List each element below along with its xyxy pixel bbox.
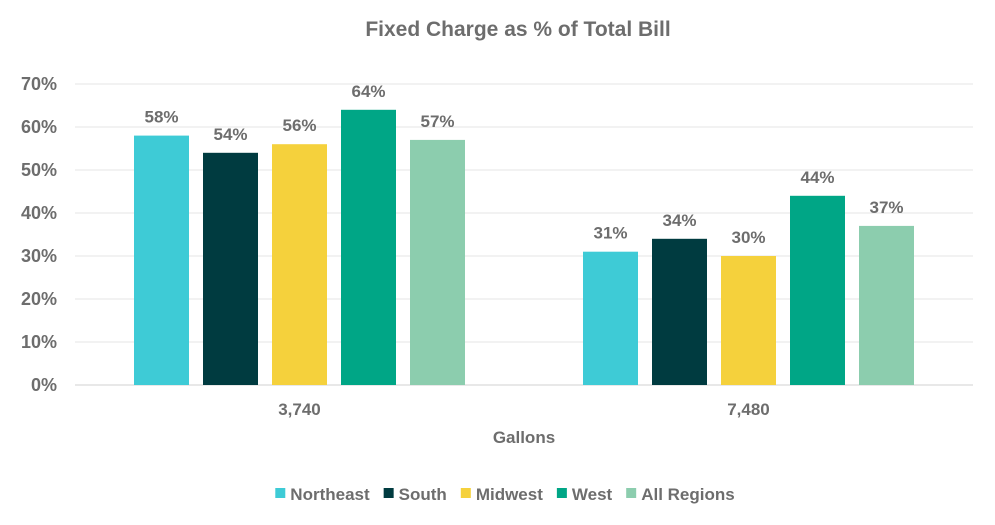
bar-all-regions-1	[410, 139, 465, 385]
data-label: 34%	[662, 211, 696, 230]
legend-swatch	[460, 488, 471, 498]
legend-swatch	[626, 488, 637, 498]
y-tick-label: 10%	[21, 332, 57, 352]
bar-midwest-2	[721, 256, 776, 385]
legend-swatch	[275, 488, 286, 498]
y-tick-label: 60%	[21, 117, 57, 137]
y-tick-label: 20%	[21, 289, 57, 309]
legend-item: All Regions	[626, 485, 735, 504]
y-tick-label: 40%	[21, 203, 57, 223]
bar-northeast-1	[134, 135, 189, 385]
x-axis-label: Gallons	[493, 428, 555, 447]
data-labels: 58% 54% 56% 64% 57% 31% 34% 30% 44% 37%	[144, 82, 903, 247]
y-tick-label: 70%	[21, 74, 57, 94]
data-label: 37%	[869, 198, 903, 217]
bar-south-1	[203, 152, 258, 385]
bar-west-2	[790, 195, 845, 385]
legend: Northeast South Midwest West All Regions	[275, 485, 735, 504]
legend-item: Northeast	[275, 485, 370, 504]
bar-all-regions-2	[859, 225, 914, 385]
chart-title: Fixed Charge as % of Total Bill	[365, 18, 670, 41]
data-label: 44%	[800, 168, 834, 187]
bars	[134, 109, 914, 386]
legend-label: All Regions	[641, 485, 735, 504]
data-label: 31%	[593, 224, 627, 243]
legend-item: South	[383, 485, 447, 504]
data-label: 30%	[731, 228, 765, 247]
y-axis-ticks: 0% 10% 20% 30% 40% 50% 60% 70%	[21, 74, 57, 395]
y-tick-label: 0%	[31, 375, 57, 395]
legend-label: Midwest	[476, 485, 543, 504]
data-label: 56%	[282, 116, 316, 135]
data-label: 64%	[351, 82, 385, 101]
legend-label: Northeast	[290, 485, 370, 504]
legend-item: West	[556, 485, 613, 504]
x-axis-categories: 3,740 7,480	[278, 400, 770, 419]
bar-midwest-1	[272, 144, 327, 385]
data-label: 58%	[144, 108, 178, 127]
x-category-label: 3,740	[278, 400, 321, 419]
bar-south-2	[652, 238, 707, 385]
legend-swatch	[383, 488, 394, 498]
bar-west-1	[341, 109, 396, 386]
bar-northeast-2	[583, 251, 638, 385]
data-label: 57%	[420, 112, 454, 131]
y-tick-label: 30%	[21, 246, 57, 266]
data-label: 54%	[213, 125, 247, 144]
legend-label: South	[399, 485, 447, 504]
legend-swatch	[556, 488, 567, 498]
legend-item: Midwest	[460, 485, 543, 504]
y-tick-label: 50%	[21, 160, 57, 180]
x-category-label: 7,480	[727, 400, 770, 419]
legend-label: West	[572, 485, 613, 504]
